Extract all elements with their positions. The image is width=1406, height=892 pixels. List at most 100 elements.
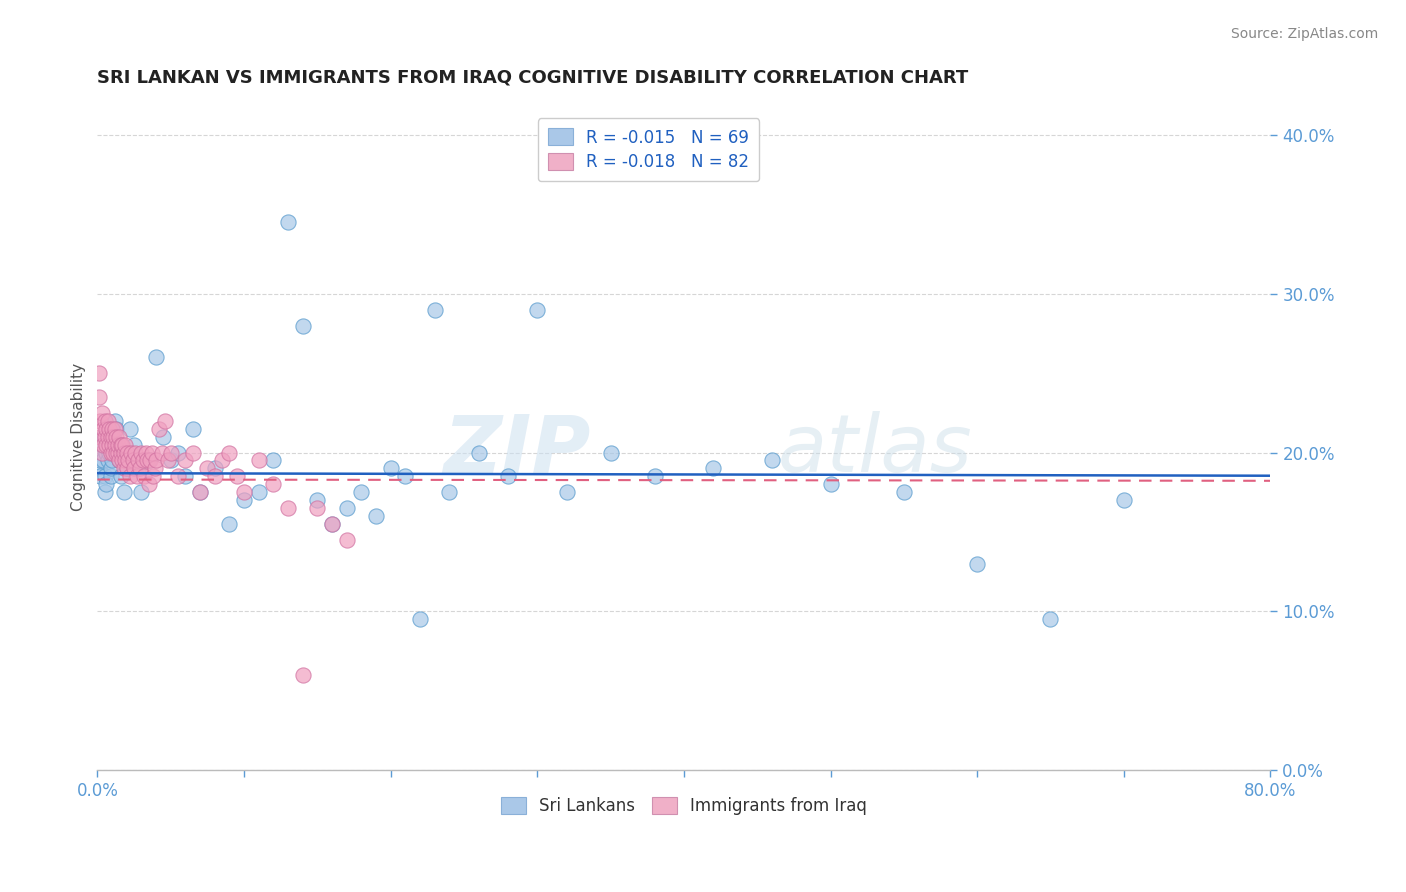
Point xyxy=(131,445,153,459)
Point xyxy=(127,453,149,467)
Point xyxy=(104,414,127,428)
Point xyxy=(336,533,359,547)
Point xyxy=(135,445,157,459)
Point xyxy=(91,430,114,444)
Point xyxy=(117,453,139,467)
Point xyxy=(118,422,141,436)
Point xyxy=(100,461,122,475)
Point xyxy=(90,437,112,451)
Point xyxy=(97,437,120,451)
Point xyxy=(115,445,138,459)
Point xyxy=(89,453,111,467)
Point xyxy=(110,437,132,451)
Point xyxy=(107,445,129,459)
Point xyxy=(89,469,111,483)
Point xyxy=(291,318,314,333)
Point xyxy=(141,445,163,459)
Point xyxy=(139,453,162,467)
Point xyxy=(159,445,181,459)
Point xyxy=(132,453,155,467)
Point xyxy=(100,430,122,444)
Point xyxy=(94,445,117,459)
Point xyxy=(218,516,240,531)
Point xyxy=(98,422,121,436)
Point xyxy=(181,445,204,459)
Point xyxy=(112,445,135,459)
Point xyxy=(114,453,136,467)
Point xyxy=(467,445,489,459)
Point xyxy=(555,485,578,500)
Point xyxy=(103,430,125,444)
Point xyxy=(104,422,127,436)
Point xyxy=(118,469,141,483)
Point xyxy=(167,469,190,483)
Text: atlas: atlas xyxy=(778,411,973,489)
Point xyxy=(277,501,299,516)
Point xyxy=(138,453,160,467)
Point xyxy=(233,485,256,500)
Point xyxy=(125,469,148,483)
Point xyxy=(101,453,124,467)
Text: ZIP: ZIP xyxy=(443,411,591,489)
Point xyxy=(136,453,159,467)
Point xyxy=(98,437,121,451)
Point xyxy=(91,453,114,467)
Point xyxy=(526,302,548,317)
Point xyxy=(110,469,132,483)
Point xyxy=(277,215,299,229)
Point xyxy=(98,422,121,436)
Point xyxy=(423,302,446,317)
Point xyxy=(108,430,131,444)
Point xyxy=(211,453,233,467)
Point xyxy=(97,453,120,467)
Point xyxy=(107,445,129,459)
Point xyxy=(644,469,666,483)
Point xyxy=(138,477,160,491)
Point xyxy=(101,445,124,459)
Point xyxy=(93,414,115,428)
Point xyxy=(94,477,117,491)
Point xyxy=(91,437,114,451)
Point xyxy=(101,437,124,451)
Point xyxy=(120,445,142,459)
Point xyxy=(93,469,115,483)
Y-axis label: Cognitive Disability: Cognitive Disability xyxy=(72,363,86,511)
Point xyxy=(496,469,519,483)
Point xyxy=(98,445,121,459)
Point xyxy=(1039,612,1062,626)
Point xyxy=(124,445,146,459)
Point xyxy=(105,445,128,459)
Point xyxy=(87,366,110,380)
Text: SRI LANKAN VS IMMIGRANTS FROM IRAQ COGNITIVE DISABILITY CORRELATION CHART: SRI LANKAN VS IMMIGRANTS FROM IRAQ COGNI… xyxy=(97,69,969,87)
Point xyxy=(90,406,112,420)
Point xyxy=(307,493,329,508)
Point xyxy=(152,430,174,444)
Point xyxy=(110,445,132,459)
Point xyxy=(702,461,724,475)
Point xyxy=(104,437,127,451)
Point xyxy=(380,461,402,475)
Point xyxy=(105,430,128,444)
Point xyxy=(174,453,197,467)
Point xyxy=(145,453,167,467)
Point xyxy=(103,445,125,459)
Point xyxy=(94,437,117,451)
Point xyxy=(174,469,197,483)
Point xyxy=(115,461,138,475)
Point xyxy=(100,445,122,459)
Point xyxy=(111,453,134,467)
Point xyxy=(195,461,218,475)
Point xyxy=(307,501,329,516)
Point xyxy=(204,461,226,475)
Point xyxy=(233,493,256,508)
Point xyxy=(128,461,150,475)
Point xyxy=(114,437,136,451)
Point xyxy=(122,437,145,451)
Point xyxy=(103,430,125,444)
Point xyxy=(112,485,135,500)
Point xyxy=(599,445,621,459)
Point xyxy=(761,453,783,467)
Point xyxy=(142,469,165,483)
Point xyxy=(89,414,111,428)
Point xyxy=(364,509,387,524)
